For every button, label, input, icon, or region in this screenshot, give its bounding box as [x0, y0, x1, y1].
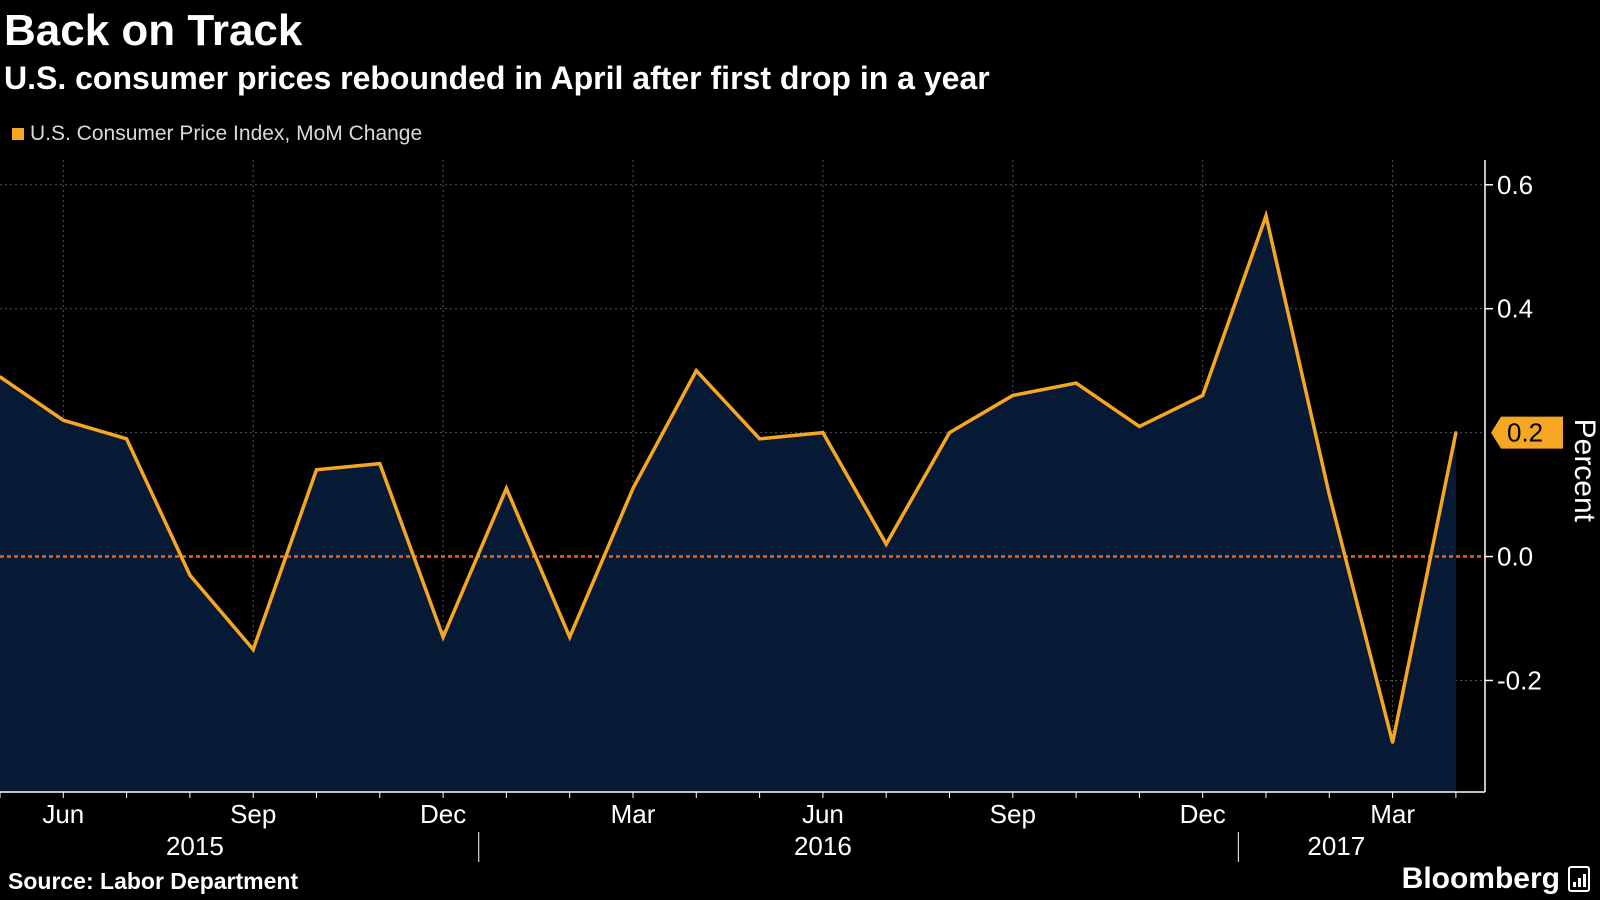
- last-value-badge: [1491, 416, 1563, 449]
- brand-name: Bloomberg: [1401, 862, 1560, 895]
- data-point: [821, 431, 825, 435]
- x-tick-label: Jun: [42, 799, 84, 829]
- data-point: [1201, 393, 1205, 397]
- x-tick-label: Sep: [990, 799, 1036, 829]
- data-point: [1391, 740, 1395, 744]
- y-tick-label: -0.2: [1497, 665, 1542, 695]
- data-point: [504, 486, 508, 490]
- series-line: [0, 209, 1458, 743]
- x-year-label: 2015: [166, 831, 224, 861]
- data-point: [694, 369, 698, 373]
- data-point: [1074, 381, 1078, 385]
- chart-title: Back on Track: [4, 6, 303, 55]
- source-note: Source: Labor Department: [8, 868, 299, 894]
- x-year-label: 2017: [1307, 831, 1365, 861]
- bloomberg-chart-icon: [1568, 866, 1590, 892]
- brand-logo: Bloomberg: [1402, 862, 1590, 896]
- data-point: [758, 437, 762, 441]
- data-point: [568, 635, 572, 639]
- data-point: [1011, 393, 1015, 397]
- legend-label: U.S. Consumer Price Index, MoM Change: [30, 122, 423, 145]
- x-tick-label: Sep: [230, 799, 276, 829]
- x-tick-label: Dec: [420, 799, 466, 829]
- y-axis-label: Percent: [1568, 419, 1600, 523]
- x-tick-label: Jun: [802, 799, 844, 829]
- data-point: [884, 542, 888, 546]
- data-point: [0, 375, 2, 379]
- data-point: [1327, 493, 1331, 497]
- series-area: [0, 215, 1456, 792]
- data-point: [1454, 431, 1458, 435]
- data-point: [125, 437, 129, 441]
- data-point: [61, 418, 65, 422]
- x-tick-label: Mar: [1370, 799, 1415, 829]
- data-point: [1137, 424, 1141, 428]
- data-point: [1264, 214, 1268, 218]
- data-point: [948, 431, 951, 435]
- x-tick-label: Mar: [611, 799, 656, 829]
- x-tick-label: Dec: [1180, 799, 1226, 829]
- y-tick-label: 0.6: [1497, 170, 1533, 200]
- legend-swatch: [12, 128, 24, 140]
- data-point: [188, 573, 192, 577]
- legend: U.S. Consumer Price Index, MoM Change: [12, 122, 422, 146]
- data-point: [631, 486, 635, 490]
- y-tick-label: 0.0: [1497, 542, 1533, 572]
- x-year-label: 2016: [794, 831, 852, 861]
- chart-subtitle: U.S. consumer prices rebounded in April …: [4, 60, 990, 96]
- data-point: [251, 647, 255, 651]
- data-point: [441, 635, 445, 639]
- y-tick-label: 0.4: [1497, 294, 1533, 324]
- data-point: [378, 462, 382, 466]
- data-point: [315, 468, 318, 472]
- last-value-label: 0.2: [1507, 418, 1543, 448]
